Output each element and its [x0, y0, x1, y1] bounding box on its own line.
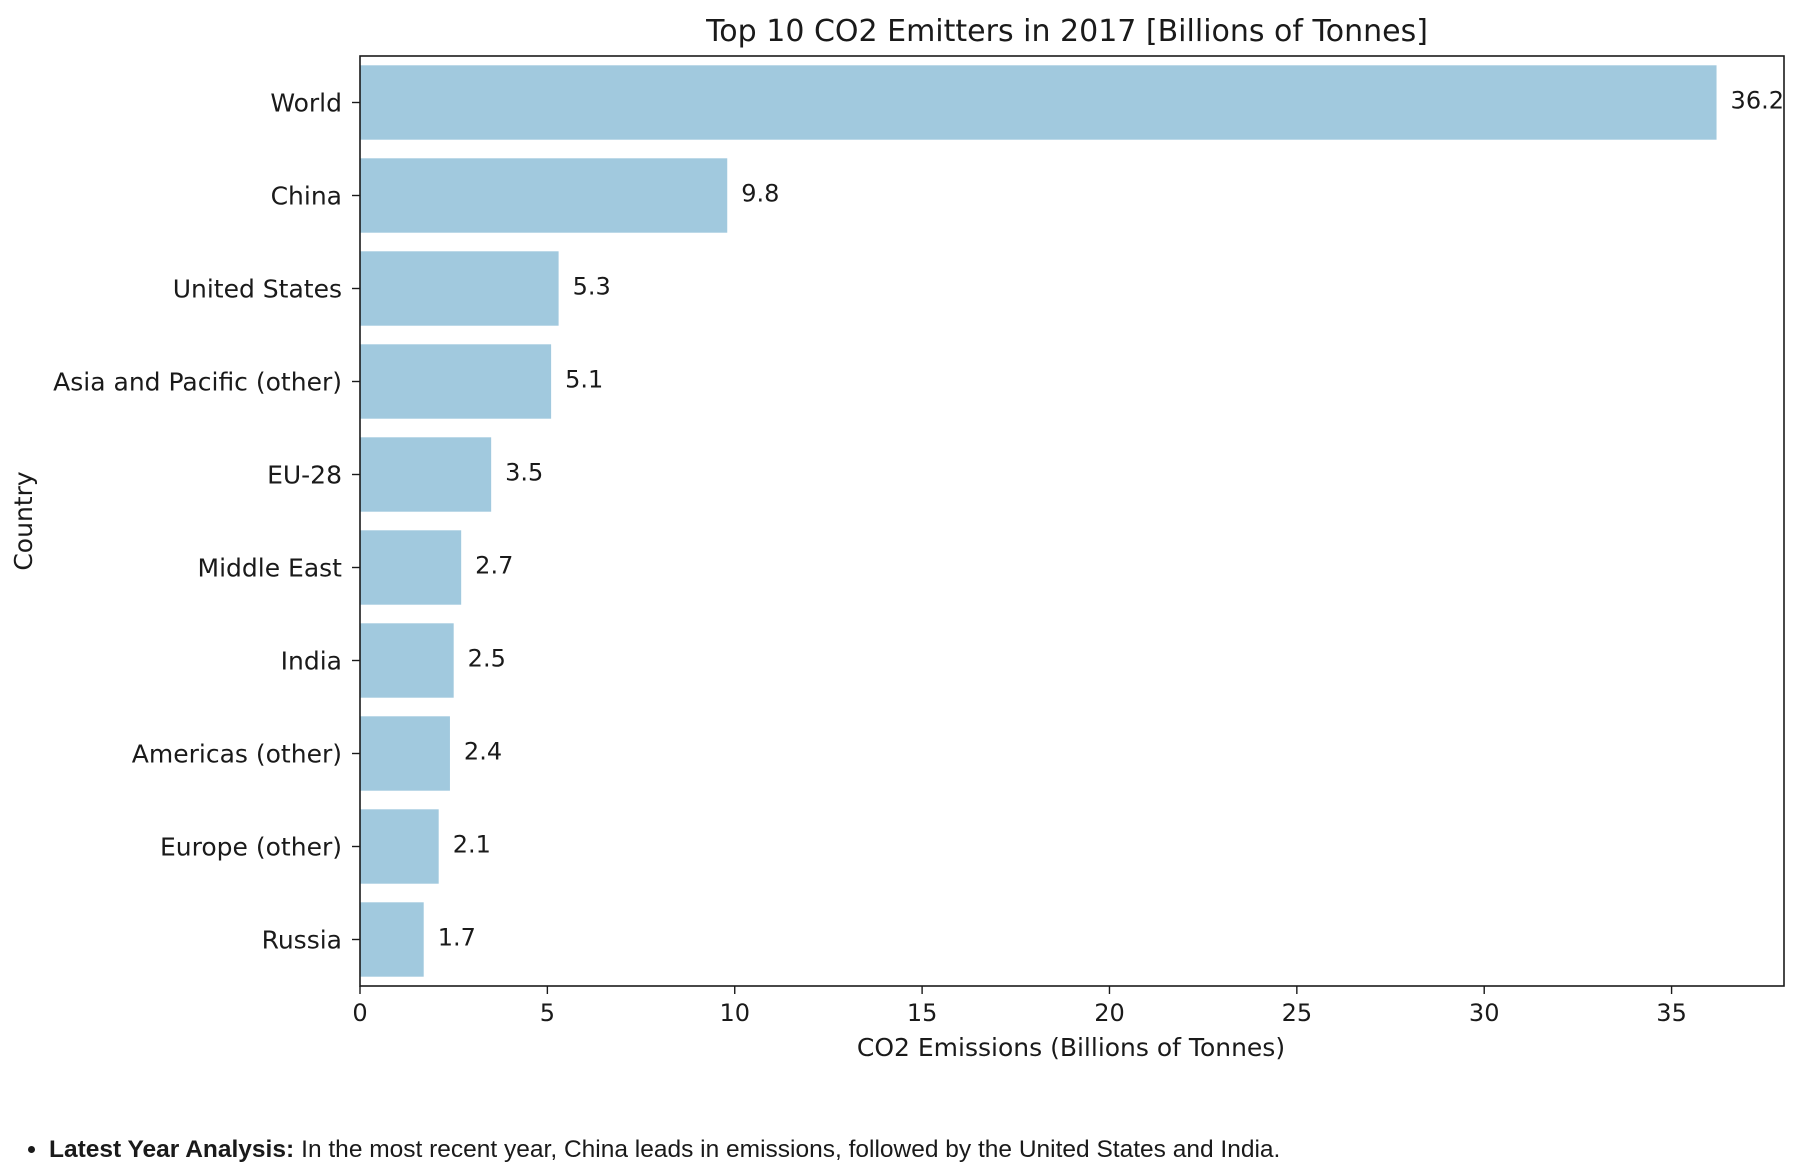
data-label: 2.7: [475, 552, 513, 580]
data-label: 5.1: [565, 366, 603, 394]
x-tick-label: 10: [719, 999, 750, 1027]
bar-3: [360, 344, 552, 419]
data-label: 2.4: [464, 738, 502, 766]
y-tick-label: Middle East: [198, 554, 343, 583]
y-tick-label: China: [271, 182, 342, 211]
x-axis-label: CO2 Emissions (Billions of Tonnes): [857, 1033, 1285, 1062]
data-label: 1.7: [438, 924, 476, 952]
data-label: 9.8: [741, 180, 779, 208]
bar-1: [360, 158, 728, 233]
bullet-icon: [28, 1146, 35, 1153]
x-tick-label: 30: [1469, 999, 1500, 1027]
y-tick-label: Asia and Pacific (other): [53, 368, 342, 397]
data-label: 36.2: [1731, 87, 1784, 115]
y-tick-label: World: [270, 89, 342, 118]
analysis-note: Latest Year Analysis: In the most recent…: [28, 1136, 1280, 1164]
bar-7: [360, 716, 450, 791]
bar-chart: Top 10 CO2 Emitters in 2017 [Billions of…: [9, 14, 1785, 1062]
y-tick-label: Russia: [262, 926, 342, 955]
y-tick-label: Americas (other): [132, 740, 342, 769]
data-label: 3.5: [505, 459, 543, 487]
bar-9: [360, 902, 424, 977]
y-tick-label: United States: [173, 275, 342, 304]
analysis-text: In the most recent year, China leads in …: [301, 1136, 1281, 1163]
y-axis-label: Country: [9, 471, 38, 571]
y-tick-label: EU-28: [267, 461, 342, 490]
bar-6: [360, 623, 454, 698]
x-tick-label: 0: [352, 999, 367, 1027]
data-label: 2.5: [468, 645, 506, 673]
data-label: 2.1: [453, 831, 491, 859]
analysis-label: Latest Year Analysis:: [49, 1136, 295, 1163]
y-tick-labels: World China United States Asia and Pacific …: [53, 89, 360, 955]
bar-0: [360, 65, 1717, 140]
x-tick-label: 15: [907, 999, 938, 1027]
data-labels: 36.2 9.8 5.3 5.1 3.5 2.7 2.5 2.4 2.1 1.7: [438, 87, 1784, 952]
x-axis-ticks: 0 5 10 15 20 25 30 35: [352, 986, 1687, 1027]
bar-5: [360, 530, 462, 605]
plot-frame: [359, 55, 1785, 987]
y-tick-label: India: [281, 647, 342, 676]
bar-2: [360, 251, 559, 326]
bars-layer: [360, 65, 1717, 977]
y-tick-label: Europe (other): [160, 833, 342, 862]
chart-title: Top 10 CO2 Emitters in 2017 [Billions of…: [705, 14, 1428, 49]
bar-8: [360, 809, 439, 884]
bar-4: [360, 437, 492, 512]
x-tick-label: 20: [1094, 999, 1125, 1027]
x-tick-label: 35: [1656, 999, 1687, 1027]
x-tick-label: 5: [540, 999, 555, 1027]
x-tick-label: 25: [1282, 999, 1313, 1027]
data-label: 5.3: [573, 273, 611, 301]
